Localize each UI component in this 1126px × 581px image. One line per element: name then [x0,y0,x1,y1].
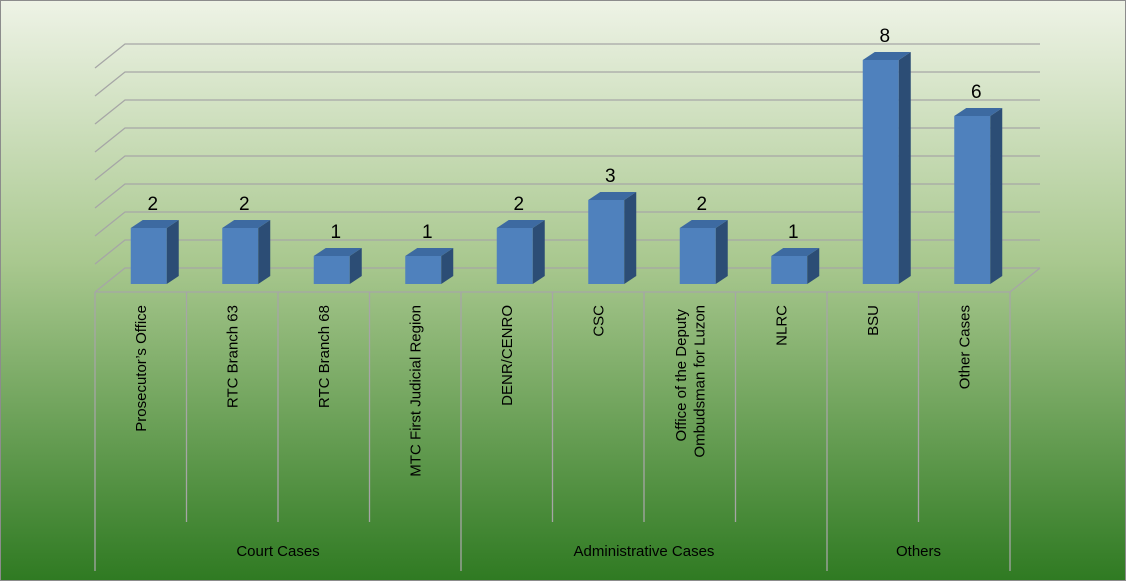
bar-side [349,248,362,284]
bar-top [130,220,179,228]
value-label: 2 [147,194,158,215]
grid-line [94,43,1040,69]
bar [679,220,728,284]
bar-front [496,228,533,284]
bar-front [679,228,716,284]
bar-front [588,200,625,284]
bar [130,220,179,284]
x-tick-label: MTC First Judicial Region [407,305,424,477]
grid-line [94,155,1040,181]
bar [496,220,545,284]
bar-side [807,248,820,284]
bar-front [313,256,350,284]
group-label: Administrative Cases [574,543,715,560]
bar-side [624,192,637,284]
bar-front [954,116,991,284]
bar-top [313,248,362,256]
bar-top [954,108,1003,116]
x-tick-label: NLRC [773,305,790,346]
value-label: 6 [971,82,982,103]
grid-line [94,211,1040,237]
bar [862,52,911,284]
bar-side [258,220,271,284]
bar-top [771,248,820,256]
grid-line [94,183,1040,209]
bar [222,220,271,284]
bar [313,248,362,284]
value-label: 2 [696,194,707,215]
bar-front [405,256,442,284]
bar-top [405,248,454,256]
x-tick-label: Office of the Deputy Ombudsman for Luzon [673,305,709,458]
bar-side [898,52,911,284]
bar-side [532,220,545,284]
bar-top [862,52,911,60]
bar-side [715,220,728,284]
bar-side [441,248,454,284]
value-label: 3 [605,166,616,187]
bar-top [222,220,271,228]
bar [771,248,820,284]
grid-line [94,127,1040,153]
value-label: 8 [879,26,890,47]
x-tick-label: RTC Branch 63 [224,305,241,408]
value-label: 2 [513,194,524,215]
bar [954,108,1003,284]
grid-line [94,99,1040,125]
x-tick-label: DENR/CENRO [499,305,516,406]
bar-side [990,108,1003,284]
group-label: Others [896,543,941,560]
x-tick-label: Prosecutor’s Office [133,305,150,432]
group-label: Court Cases [236,543,319,560]
value-label: 1 [330,222,341,243]
grid-line [94,71,1040,97]
bar-front [771,256,808,284]
bar-top [679,220,728,228]
bar-top [588,192,637,200]
x-tick-label: CSC [590,305,607,337]
bar-front [222,228,259,284]
bar [588,192,637,284]
bar-side [166,220,179,284]
value-label: 1 [422,222,433,243]
value-label: 1 [788,222,799,243]
grid-line [94,239,1040,265]
grid-line [94,267,1040,293]
x-tick-label: RTC Branch 68 [316,305,333,408]
bar-front [862,60,899,284]
value-label: 2 [239,194,250,215]
x-tick-label: BSU [865,305,882,336]
x-tick-label: Other Cases [956,305,973,389]
bar [405,248,454,284]
bar-front [130,228,167,284]
bar-top [496,220,545,228]
